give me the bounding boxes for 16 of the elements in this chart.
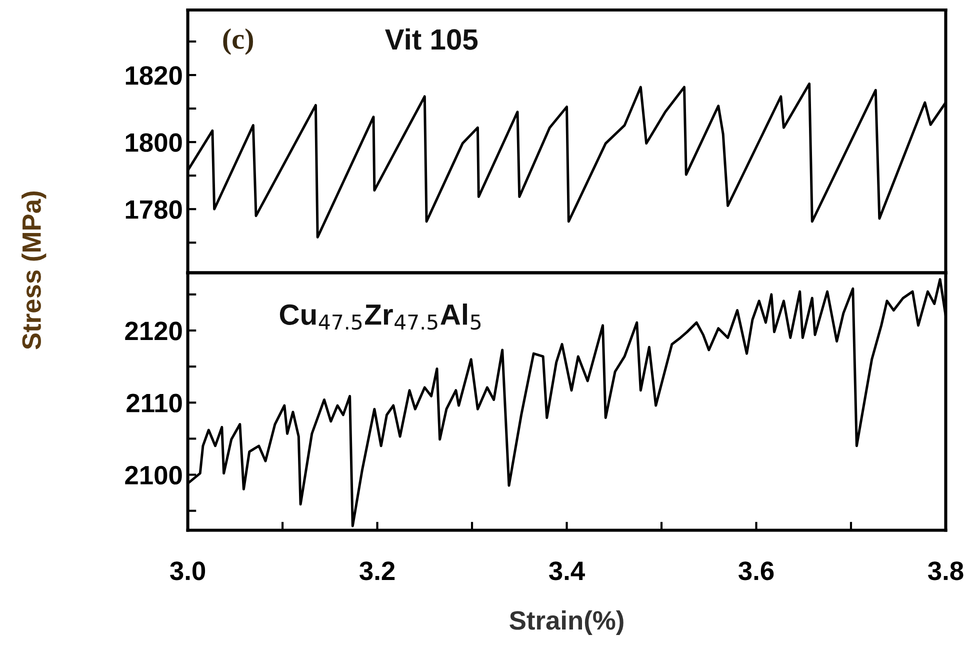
y-tick-label: 2120 — [125, 322, 182, 340]
y-tick-label: 2110 — [126, 394, 182, 412]
y-axis-title: Stress (MPa) — [22, 192, 46, 350]
y-tick-label: 1800 — [126, 133, 182, 152]
x-tick-label: 3.6 — [738, 562, 774, 580]
x-tick-label: 3.8 — [928, 562, 964, 580]
annotation: (c) — [223, 28, 253, 55]
x-axis-title: Strain(%) — [510, 610, 624, 636]
x-tick-label: 3.2 — [360, 562, 395, 580]
annotation: Vit 105 — [385, 28, 478, 50]
x-tick-label: 3.4 — [549, 562, 585, 580]
x-tick-label: 3.0 — [170, 562, 206, 580]
y-tick-label: 1780 — [126, 200, 182, 219]
annotation: Cu$_{47.5}$Zr$_{47.5}$Al$_{5}$ — [280, 304, 481, 330]
y-tick-label: 2100 — [125, 466, 182, 485]
y-tick-label: 1820 — [126, 66, 182, 85]
